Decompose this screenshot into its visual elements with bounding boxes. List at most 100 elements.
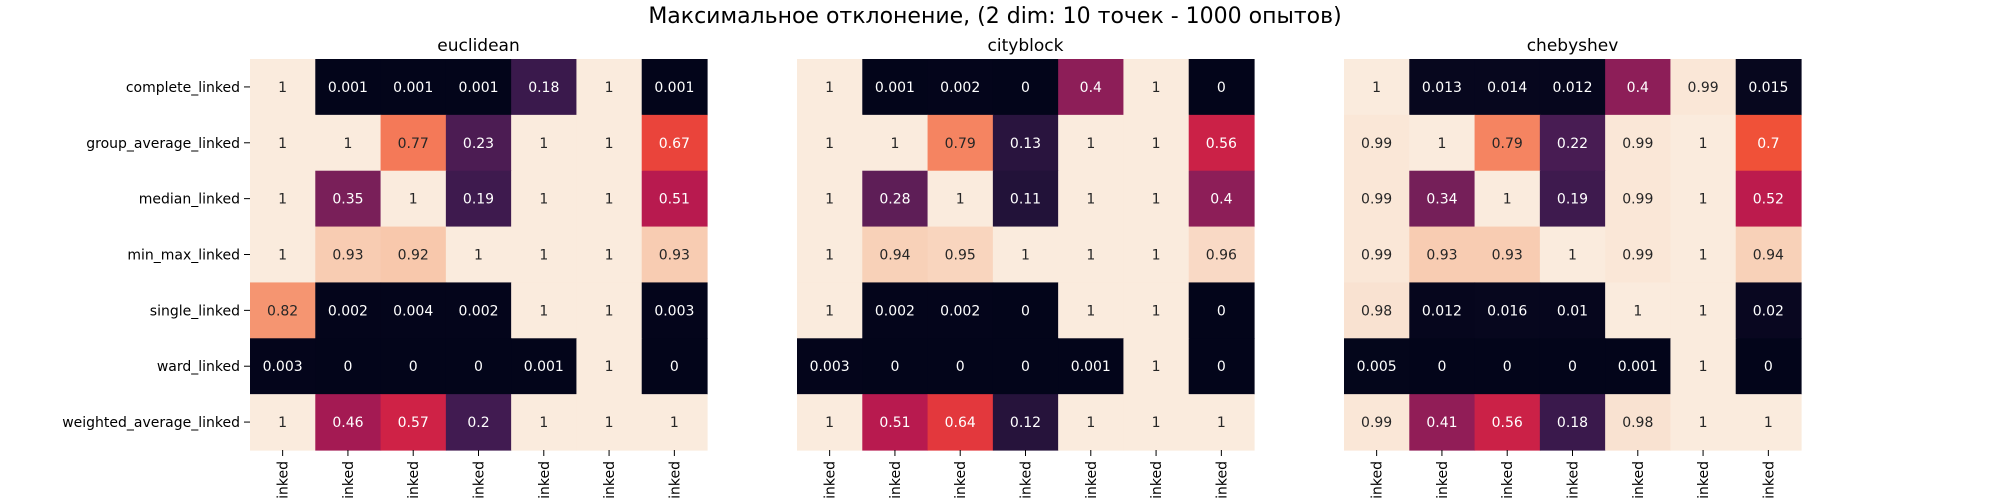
- cell-value: 0.7: [1757, 136, 1779, 152]
- heatmap-cell: [250, 394, 316, 451]
- cell-value: 1: [474, 248, 483, 264]
- heatmap-cell: [576, 338, 643, 395]
- x-tick-label: linked: [888, 461, 904, 500]
- heatmap-cell: [1123, 170, 1190, 228]
- heatmap-cell: [862, 114, 929, 172]
- heatmap-cell: [797, 226, 863, 284]
- heatmap-cell: [1058, 114, 1125, 172]
- heatmap-cell: [445, 114, 512, 172]
- cell-value: 0.02: [1753, 303, 1784, 319]
- heatmap-cell: [641, 59, 708, 116]
- cell-value: 1: [539, 303, 548, 319]
- x-tick-label: linked: [1149, 461, 1165, 500]
- heatmap-cell: [1123, 114, 1190, 172]
- cell-value: 0.013: [1422, 80, 1462, 96]
- cell-value: 1: [1152, 80, 1161, 96]
- heatmap-cell: [1605, 338, 1672, 395]
- heatmap-cell: [1058, 170, 1125, 228]
- cell-value: 1: [1372, 80, 1381, 96]
- cell-value: 1: [825, 80, 834, 96]
- heatmap-cell: [1670, 170, 1737, 228]
- heatmap-cell: [576, 226, 643, 284]
- heatmap-cell: [1474, 226, 1541, 284]
- cell-value: 0.001: [393, 80, 433, 96]
- y-tick-label: min_max_linked: [127, 248, 240, 264]
- y-tick-label: weighted_average_linked: [62, 415, 240, 431]
- cell-value: 0.004: [393, 303, 433, 319]
- cell-value: 0.2: [467, 415, 489, 431]
- cell-value: 0.98: [1622, 415, 1653, 431]
- heatmap-cell: [315, 338, 382, 395]
- heatmap-cell: [1123, 59, 1190, 116]
- cell-value: 0.34: [1426, 192, 1457, 208]
- x-tick-label: linked: [406, 461, 422, 500]
- heatmap-cell: [380, 226, 447, 284]
- cell-value: 0.93: [332, 248, 363, 264]
- heatmap-cell: [992, 282, 1059, 339]
- cell-value: 1: [539, 136, 548, 152]
- cell-value: 0.52: [1753, 192, 1784, 208]
- cell-value: 0.18: [528, 80, 559, 96]
- heatmap-cell: [315, 282, 382, 339]
- cell-value: 0.93: [659, 248, 690, 264]
- cell-value: 1: [825, 303, 834, 319]
- heatmap-cell: [927, 170, 994, 228]
- cell-value: 1: [605, 359, 614, 375]
- heatmap-cell: [862, 59, 929, 116]
- heatmap-cell: [1474, 338, 1541, 395]
- heatmap-cell: [250, 59, 316, 116]
- cell-value: 0.79: [1492, 136, 1523, 152]
- cell-value: 1: [890, 136, 899, 152]
- heatmap-cell: [1474, 394, 1541, 451]
- heatmap-cell: [992, 226, 1059, 284]
- cell-value: 1: [1764, 415, 1773, 431]
- heatmap-cell: [797, 114, 863, 172]
- heatmap-cell: [992, 59, 1059, 116]
- heatmap-cell: [1123, 226, 1190, 284]
- cell-value: 1: [1021, 248, 1030, 264]
- cell-value: 0.001: [654, 80, 694, 96]
- cell-value: 1: [539, 192, 548, 208]
- heatmap-cell: [1409, 170, 1476, 228]
- cell-value: 1: [1633, 303, 1642, 319]
- cell-value: 1: [278, 192, 287, 208]
- heatmap-cell: [1344, 170, 1410, 228]
- heatmap-cell: [641, 338, 708, 395]
- x-tick-label: linked: [823, 461, 839, 500]
- cell-value: 0: [956, 359, 965, 375]
- x-tick-label: linked: [1631, 461, 1647, 500]
- heatmap-cell: [445, 338, 512, 395]
- heatmap-cell: [1474, 59, 1541, 116]
- heatmap-cell: [250, 170, 316, 228]
- cell-value: 0: [474, 359, 483, 375]
- heatmap-cell: [576, 59, 643, 116]
- cell-value: 1: [409, 192, 418, 208]
- heatmap-cell: [250, 282, 316, 339]
- heatmap-cell: [1539, 226, 1606, 284]
- cell-value: 1: [343, 136, 352, 152]
- cell-value: 0: [1021, 80, 1030, 96]
- heatmap-cell: [862, 282, 929, 339]
- cell-value: 0.51: [659, 192, 690, 208]
- cell-value: 0: [1503, 359, 1512, 375]
- cell-value: 0.99: [1361, 248, 1392, 264]
- cell-value: 1: [605, 415, 614, 431]
- cell-value: 0.99: [1622, 248, 1653, 264]
- cell-value: 0.012: [1422, 303, 1462, 319]
- cell-value: 1: [1699, 303, 1708, 319]
- cell-value: 1: [1699, 248, 1708, 264]
- x-tick-label: linked: [1435, 461, 1451, 500]
- cell-value: 0.67: [659, 136, 690, 152]
- heatmap-cell: [315, 226, 382, 284]
- heatmap-cell: [1188, 59, 1255, 116]
- cell-value: 0.13: [1010, 136, 1041, 152]
- cell-value: 0.22: [1557, 136, 1588, 152]
- cell-value: 0.001: [1618, 359, 1658, 375]
- heatmap-cell: [511, 282, 578, 339]
- cell-value: 0.99: [1687, 80, 1718, 96]
- heatmap-cell: [1188, 282, 1255, 339]
- x-tick-label: linked: [953, 461, 969, 500]
- cell-value: 0.93: [1492, 248, 1523, 264]
